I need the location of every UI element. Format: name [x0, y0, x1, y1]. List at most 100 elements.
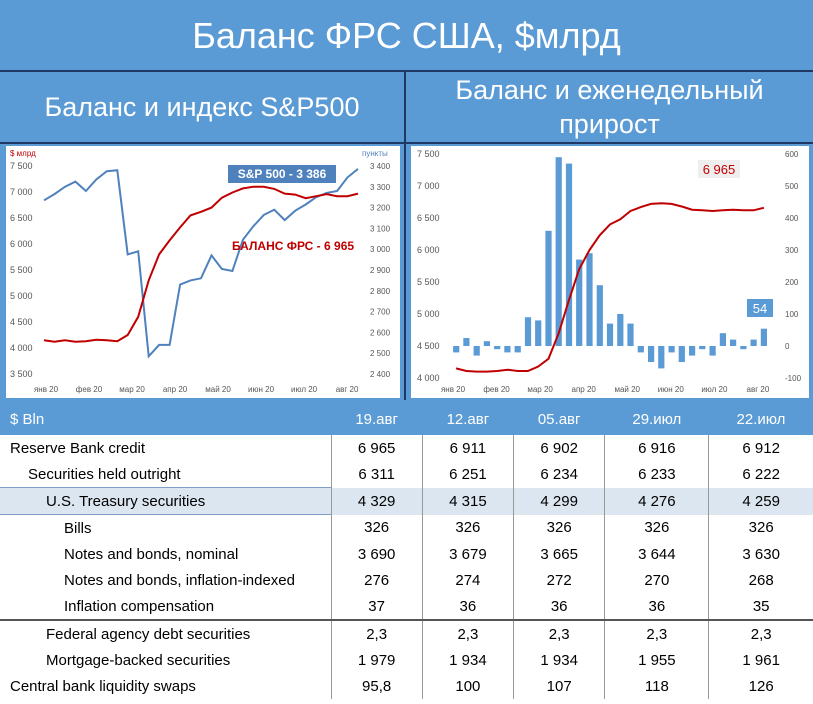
x-tick-label: авг 20	[747, 385, 770, 394]
left-chart-header: Баланс и индекс S&P500	[44, 92, 360, 122]
x-tick-label: фев 20	[483, 385, 510, 394]
table-header-cell: 29.июл	[604, 403, 709, 435]
weekly-change-bar	[730, 339, 737, 346]
value-cell: 4 329	[330, 487, 423, 515]
sp500-label: S&P 500 - 3 386	[238, 167, 327, 181]
weekly-change-bar	[545, 230, 552, 346]
right-tick-label: -100	[785, 374, 802, 383]
value-cell: 326	[330, 514, 423, 541]
value-cell: 326	[708, 514, 813, 541]
value-cell: 3 630	[708, 541, 813, 567]
row-label: Reserve Bank credit	[10, 439, 146, 457]
table-row: Notes and bonds, nominal 3 690 3 679 3 665 3…	[0, 541, 813, 567]
right-tick-label: 3 100	[370, 224, 391, 233]
value-cell: 107	[513, 673, 605, 699]
x-tick-label: апр 20	[163, 385, 188, 394]
value-cell: 35	[708, 593, 813, 620]
value-cell: 2,3	[708, 619, 813, 647]
right-tick-label: 500	[785, 182, 799, 191]
balance-label-box	[698, 160, 740, 178]
value-cell: 36	[604, 593, 709, 620]
weekly-change-bar	[678, 346, 685, 362]
x-tick-label: авг 20	[336, 385, 359, 394]
table-row: Bills 326 326 326 326 326	[0, 514, 813, 541]
value-cell: 1 979	[330, 647, 423, 673]
bar-label: 54	[753, 301, 767, 316]
value-cell: 3 690	[330, 541, 423, 567]
weekly-change-bar	[606, 323, 614, 346]
right-tick-label: 2 900	[370, 266, 391, 275]
right-tick-label: 3 000	[370, 245, 391, 254]
value-cell: 6 911	[421, 435, 514, 461]
left-tick-label: 5 500	[10, 265, 33, 275]
value-cell: 268	[708, 567, 813, 593]
left-tick-label: 7 500	[10, 161, 33, 171]
weekly-change-bar	[658, 346, 665, 369]
value-cell: 1 934	[421, 647, 514, 673]
table-row: Inflation compensation 37 36 36 36 35	[0, 593, 813, 620]
page-title: Баланс ФРС США, $млрд	[192, 15, 621, 56]
weekly-change-bar	[555, 157, 562, 346]
sp500-line	[43, 168, 359, 359]
right-tick-label: 200	[785, 278, 799, 287]
divider	[0, 142, 813, 144]
weekly-change-bar	[648, 346, 655, 362]
x-tick-label: апр 20	[572, 385, 597, 394]
value-cell: 6 902	[513, 435, 605, 461]
left-tick-label: 7 000	[10, 187, 33, 197]
table-row: Reserve Bank credit 6 965 6 911 6 902 6 916 6…	[0, 435, 813, 461]
value-cell: 2,3	[330, 619, 423, 647]
right-tick-label: 400	[785, 214, 799, 223]
right-tick-label: 3 400	[370, 162, 391, 171]
left-tick-label: 3 500	[10, 369, 33, 379]
row-label: Inflation compensation	[64, 597, 215, 615]
value-cell: 37	[330, 593, 423, 620]
weekly-change-bar	[453, 346, 460, 353]
value-cell: 36	[513, 593, 605, 620]
weekly-change-bar	[514, 346, 521, 353]
left-tick-label: 7 500	[417, 149, 440, 159]
value-cell: 270	[604, 567, 709, 593]
sp500-label-box	[228, 165, 336, 183]
x-tick-label: июн 20	[248, 385, 275, 394]
left-tick-label: 6 000	[10, 239, 33, 249]
value-cell: 326	[421, 514, 514, 541]
table-row: Notes and bonds, inflation-indexed 276 274…	[0, 567, 813, 593]
value-cell: 6 251	[421, 461, 514, 488]
table-row: Federal agency debt securities 2,3 2,3 2,3 2…	[0, 619, 813, 647]
weekly-change-bar	[524, 317, 532, 346]
left-tick-label: 4 500	[417, 341, 440, 351]
table-row: Mortgage-backed securities 1 979 1 934 1 93…	[0, 647, 813, 673]
balance-line	[455, 202, 765, 373]
row-label: U.S. Treasury securities	[0, 487, 331, 515]
value-cell: 2,3	[604, 619, 709, 647]
right-tick-label: 600	[785, 150, 799, 159]
weekly-change-bar	[668, 346, 675, 353]
value-cell: 126	[708, 673, 813, 699]
x-tick-label: фев 20	[76, 385, 103, 394]
value-cell: 4 315	[421, 487, 514, 515]
weekly-change-bar	[473, 346, 480, 356]
table-row: Securities held outright 6 311 6 251 6 234 6…	[0, 461, 813, 488]
value-cell: 95,8	[330, 673, 423, 699]
x-tick-label: июл 20	[291, 385, 318, 394]
balance-sp500-chart: $ млрд пункты 7 500 7 000 6 500 6 000 5 500 5 0…	[10, 149, 391, 394]
table-header-cell: 12.авг	[422, 403, 514, 435]
weekly-change-bar	[504, 346, 511, 353]
weekly-change-bar	[576, 259, 583, 346]
weekly-change-bar	[719, 333, 726, 346]
value-cell: 4 276	[604, 487, 709, 515]
value-cell: 118	[604, 673, 709, 699]
value-cell: 326	[513, 514, 605, 541]
value-cell: 6 916	[604, 435, 709, 461]
x-tick-label: мар 20	[119, 385, 145, 394]
row-label: Mortgage-backed securities	[46, 651, 231, 669]
value-cell: 36	[421, 593, 514, 620]
weekly-change-bar	[689, 346, 696, 356]
value-cell: 274	[421, 567, 514, 593]
value-cell: 2,3	[513, 619, 605, 647]
balance-table: $ Bln 19.авг 12.авг 05.авг 29.июл 22.июл Rese…	[0, 403, 813, 704]
value-cell: 3 644	[604, 541, 709, 567]
balance-label: БАЛАНС ФРС - 6 965	[232, 239, 354, 253]
weekly-change-bar	[699, 346, 706, 350]
